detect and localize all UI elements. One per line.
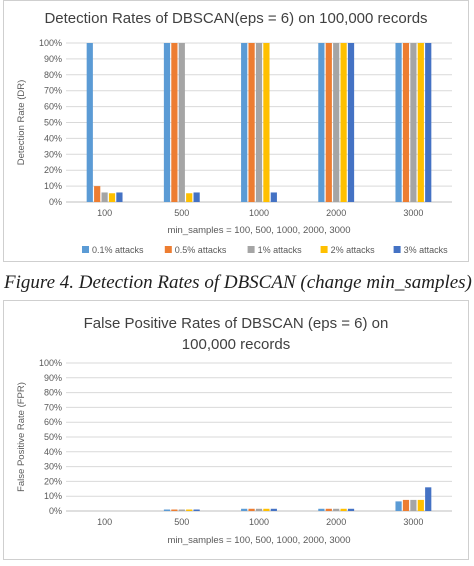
bar	[178, 43, 185, 202]
bar	[417, 499, 424, 511]
bar	[241, 508, 248, 511]
legend-label: 0.1% attacks	[92, 245, 144, 255]
y-tick-label: 30%	[44, 462, 62, 472]
y-tick-label: 20%	[44, 476, 62, 486]
y-axis-title: False Positive Rate (FPR)	[16, 382, 27, 492]
x-tick-label: 1000	[249, 517, 269, 527]
y-tick-label: 10%	[44, 181, 62, 191]
y-tick-label: 10%	[44, 491, 62, 501]
bar	[263, 508, 270, 511]
bar	[116, 192, 123, 202]
bar	[333, 508, 340, 511]
bar	[340, 508, 347, 511]
bar	[347, 43, 355, 202]
bar	[263, 43, 270, 202]
bar	[318, 43, 325, 202]
x-tick-label: 100	[97, 517, 112, 527]
y-tick-label: 50%	[44, 118, 62, 128]
y-tick-label: 60%	[44, 417, 62, 427]
bar	[186, 193, 193, 202]
bar	[425, 43, 432, 202]
y-tick-label: 40%	[44, 133, 62, 143]
bar	[171, 509, 178, 511]
bar	[94, 186, 101, 202]
bar	[402, 499, 410, 511]
bar	[425, 487, 432, 511]
bar	[333, 43, 340, 202]
bar	[108, 193, 116, 202]
legend-swatch	[164, 246, 172, 253]
legend-label: 1% attacks	[258, 245, 303, 255]
y-tick-label: 50%	[44, 432, 62, 442]
bar	[325, 43, 332, 202]
x-tick-label: 3000	[403, 517, 423, 527]
x-tick-label: 1000	[249, 208, 269, 218]
bar	[86, 43, 93, 202]
chart-title: Detection Rates of DBSCAN(eps = 6) on 10…	[44, 10, 428, 27]
y-tick-label: 90%	[44, 373, 62, 383]
bar	[410, 43, 417, 202]
figure-caption: Figure 4. Detection Rates of DBSCAN (cha…	[4, 272, 472, 293]
bar	[163, 43, 171, 202]
bar	[186, 509, 193, 511]
y-tick-label: 90%	[44, 54, 62, 64]
bar	[193, 509, 200, 511]
bar	[270, 508, 277, 511]
bar	[347, 508, 355, 511]
y-tick-label: 20%	[44, 165, 62, 175]
bar	[171, 43, 178, 202]
x-tick-label: 500	[174, 517, 189, 527]
false-positive-rate-plot: 0% 10% 20% 30% 40% 50% 60% 70% 80% 90% 100% 100 500 1…	[16, 358, 452, 546]
y-tick-label: 70%	[44, 402, 62, 412]
false-positive-rate-chart: False Positive Rates of DBSCAN (eps = 6)…	[3, 300, 469, 560]
bar	[402, 43, 410, 202]
x-axis-title: min_samples = 100, 500, 1000, 2000, 3000	[167, 535, 350, 546]
y-tick-label: 70%	[44, 86, 62, 96]
bar	[248, 508, 255, 511]
bar	[178, 509, 185, 511]
bar	[395, 43, 402, 202]
y-tick-label: 100%	[39, 358, 62, 368]
bar	[248, 43, 255, 202]
legend-swatch	[82, 246, 89, 253]
bar	[270, 192, 277, 202]
y-tick-label: 100%	[39, 38, 62, 48]
bar	[318, 508, 325, 511]
bar	[255, 508, 263, 511]
detection-rate-chart: Detection Rates of DBSCAN(eps = 6) on 10…	[3, 0, 469, 262]
bar	[325, 508, 332, 511]
bar	[410, 499, 417, 511]
y-tick-label: 80%	[44, 388, 62, 398]
x-tick-label: 3000	[403, 208, 423, 218]
x-tick-label: 2000	[326, 517, 346, 527]
x-tick-label: 2000	[326, 208, 346, 218]
y-axis-title: Detection Rate (DR)	[16, 80, 27, 166]
y-tick-label: 60%	[44, 102, 62, 112]
bar	[163, 509, 171, 511]
y-tick-label: 80%	[44, 70, 62, 80]
y-tick-label: 30%	[44, 149, 62, 159]
bar	[255, 43, 263, 202]
bar	[193, 192, 200, 202]
detection-rate-plot: 0% 10% 20% 30% 40% 50% 60% 70% 80% 90% 100% 100 500 1…	[16, 38, 452, 255]
y-tick-label: 0%	[49, 506, 62, 516]
bar	[101, 192, 108, 202]
bar	[241, 43, 248, 202]
bar	[395, 501, 402, 511]
x-tick-label: 100	[97, 208, 112, 218]
bar	[417, 43, 424, 202]
chart-title: False Positive Rates of DBSCAN (eps = 6)…	[83, 315, 389, 353]
bar	[340, 43, 347, 202]
x-tick-label: 500	[174, 208, 189, 218]
legend-label: 2% attacks	[331, 245, 376, 255]
y-tick-label: 40%	[44, 447, 62, 457]
x-axis-title: min_samples = 100, 500, 1000, 2000, 3000	[167, 225, 350, 236]
legend-label: 0.5% attacks	[175, 245, 227, 255]
legend-swatch	[320, 246, 328, 253]
y-tick-label: 0%	[49, 197, 62, 207]
legend-swatch	[247, 246, 255, 253]
legend-label: 3% attacks	[404, 245, 449, 255]
legend-swatch	[393, 246, 401, 253]
